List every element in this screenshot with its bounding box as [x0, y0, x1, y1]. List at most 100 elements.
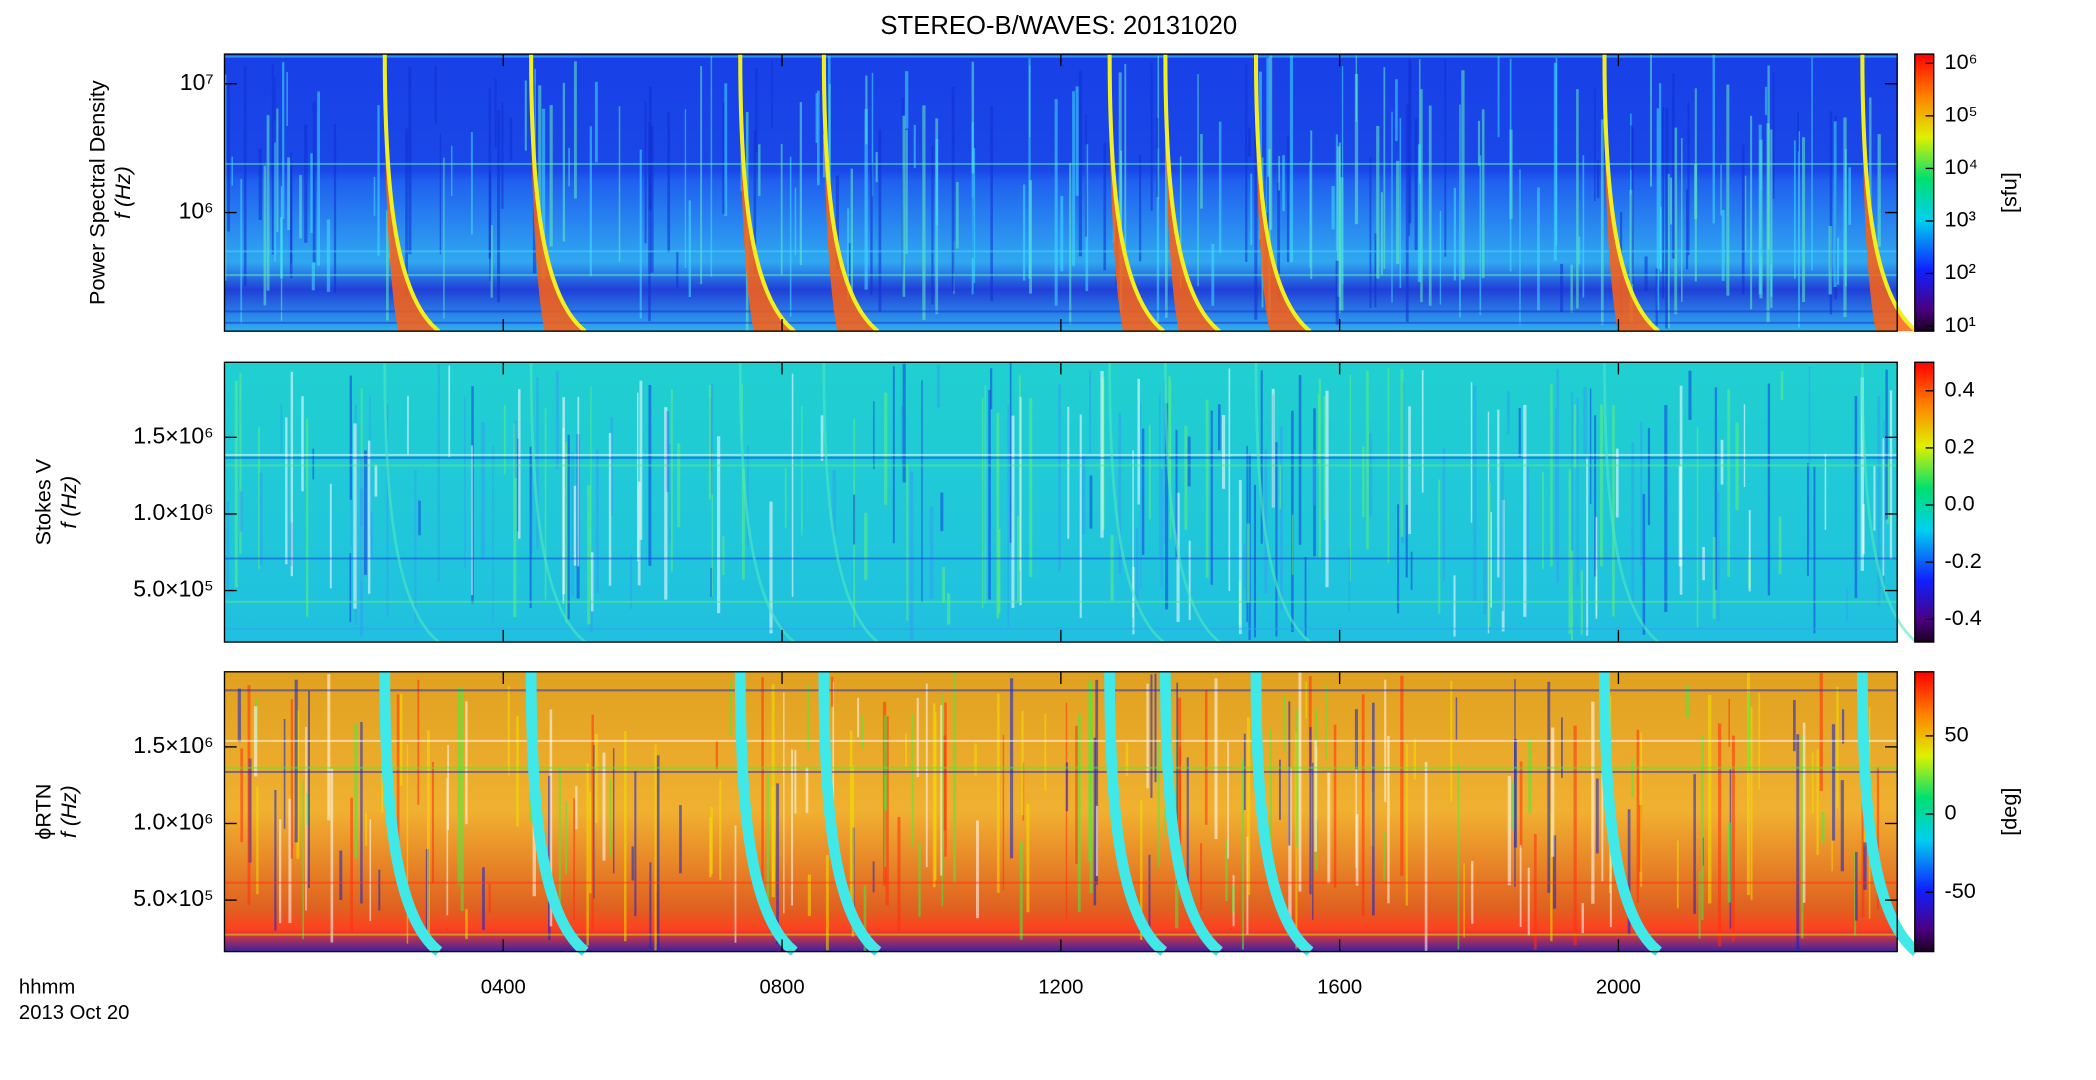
texture-streak [258, 148, 262, 221]
texture-streak [1511, 781, 1515, 830]
texture-streak [1296, 708, 1299, 848]
texture-streak [492, 445, 494, 623]
texture-streak [1312, 762, 1314, 920]
texture-streak [1594, 88, 1596, 201]
texture-streak [1629, 189, 1633, 324]
texture-streak [1560, 263, 1564, 312]
texture-streak [932, 703, 936, 888]
texture-streak [1793, 699, 1796, 752]
texture-streak [1455, 697, 1458, 740]
y-axis-label: f (Hz) [110, 166, 135, 219]
texture-streak [1187, 436, 1191, 487]
texture-band [224, 933, 1898, 936]
texture-streak [369, 819, 372, 922]
texture-streak [943, 735, 947, 831]
burst [1159, 671, 1224, 956]
texture-streak [1720, 164, 1722, 216]
burst [525, 671, 589, 956]
texture-streak [1278, 155, 1281, 191]
texture-streak [329, 483, 332, 589]
texture-streak [1854, 396, 1858, 599]
texture-streak [1154, 673, 1157, 783]
texture-streak [1518, 407, 1521, 458]
texture-streak [1627, 809, 1631, 935]
x-tick-label: 1600 [1317, 976, 1362, 998]
texture-streak [1550, 384, 1553, 567]
colorbar-tick-label: 0.0 [1945, 491, 1975, 516]
texture-streak [1253, 484, 1257, 638]
texture-streak [243, 65, 247, 287]
texture-streak [878, 129, 882, 312]
texture-streak [308, 690, 310, 888]
texture-streak [1338, 142, 1341, 314]
texture-streak [974, 743, 977, 776]
colorbar-tick-label: 10³ [1945, 207, 1976, 232]
texture-streak [1225, 839, 1228, 901]
burst [1856, 671, 1920, 956]
texture-streak [1179, 156, 1182, 289]
texture-streak [1453, 575, 1456, 637]
texture-streak [1022, 184, 1026, 281]
texture-streak [724, 83, 728, 217]
texture-streak [256, 786, 259, 895]
texture-streak [1007, 404, 1010, 628]
texture-streak [668, 443, 671, 543]
texture-streak [471, 445, 473, 595]
texture-streak [1184, 425, 1188, 530]
burst-edge [738, 54, 796, 333]
texture-streak [1550, 813, 1553, 942]
texture-streak [1021, 710, 1024, 816]
texture-streak [590, 386, 592, 600]
colorbar-tick-label: 10² [1945, 259, 1976, 284]
texture-streak [443, 157, 445, 319]
texture-streak [280, 404, 283, 454]
texture-streak [1269, 728, 1272, 876]
texture-streak [1459, 104, 1461, 318]
texture-streak [1243, 543, 1246, 588]
texture-streak [913, 125, 916, 169]
texture-streak [741, 384, 743, 435]
texture-streak [513, 423, 517, 618]
texture-streak [1766, 123, 1770, 323]
texture-streak [536, 377, 539, 549]
burst [1164, 54, 1220, 332]
texture-streak [1481, 109, 1485, 278]
texture-streak [514, 421, 518, 479]
texture-streak [1678, 466, 1683, 567]
texture-streak [1009, 362, 1012, 543]
texture-streak [299, 175, 302, 239]
texture-streak [1150, 674, 1153, 798]
texture-streak [971, 61, 975, 174]
texture-streak [1288, 701, 1291, 846]
texture-streak [367, 440, 371, 594]
texture-streak [1156, 117, 1159, 198]
texture-streak [1408, 54, 1411, 237]
texture-streak [905, 129, 908, 254]
texture-streak [1681, 138, 1683, 302]
texture-streak [1490, 512, 1492, 608]
texture-streak [302, 780, 304, 940]
texture-streak [1141, 428, 1145, 555]
texture-streak [1568, 469, 1572, 634]
texture-streak [1019, 396, 1022, 606]
texture-streak [722, 536, 725, 576]
texture-streak [1283, 695, 1286, 751]
texture-streak [1088, 369, 1092, 454]
texture-streak [935, 138, 939, 226]
texture-streak [1095, 805, 1099, 877]
texture-streak [1165, 403, 1169, 610]
texture-streak [940, 492, 944, 532]
texture-streak [799, 102, 803, 266]
texture-streak [1424, 761, 1428, 952]
texture-streak [688, 200, 691, 298]
texture-streak [648, 384, 652, 566]
texture-streak [1246, 523, 1250, 603]
texture-streak [783, 692, 785, 914]
texture-streak [1310, 130, 1313, 280]
texture-streak [758, 144, 761, 197]
texture-streak [1676, 840, 1679, 909]
texture-streak [1506, 391, 1511, 435]
texture-streak [973, 148, 976, 283]
texture-streak [1537, 187, 1540, 311]
texture-streak [1828, 226, 1832, 295]
